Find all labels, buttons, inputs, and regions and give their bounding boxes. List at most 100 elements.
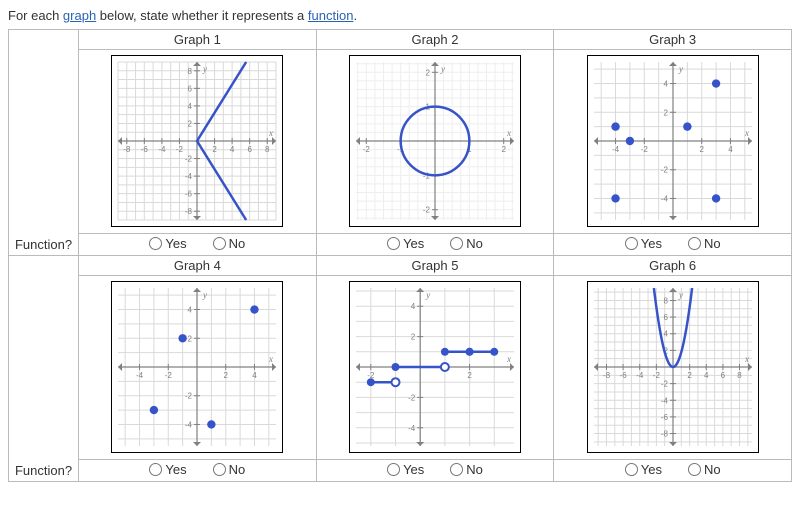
graph-5-no[interactable]: No (450, 462, 483, 477)
svg-text:4: 4 (253, 371, 258, 380)
row-label-1: Function? (9, 234, 79, 256)
svg-text:6: 6 (720, 371, 725, 380)
svg-text:y: y (678, 64, 683, 74)
svg-text:x: x (268, 128, 273, 138)
svg-text:4: 4 (188, 101, 193, 110)
svg-text:-6: -6 (141, 145, 149, 154)
graph-5: -22-4-224xy (349, 281, 521, 453)
svg-text:2: 2 (501, 145, 506, 154)
svg-text:-4: -4 (612, 145, 620, 154)
graph-3-answer: Yes No (625, 236, 721, 251)
yes-label: Yes (403, 236, 424, 251)
svg-text:2: 2 (224, 371, 229, 380)
svg-text:2: 2 (426, 68, 431, 77)
graph-1-no[interactable]: No (213, 236, 246, 251)
graph-1-yes[interactable]: Yes (149, 236, 186, 251)
svg-text:-2: -2 (185, 154, 193, 163)
svg-text:y: y (202, 290, 207, 300)
svg-text:x: x (506, 354, 511, 364)
svg-text:8: 8 (737, 371, 742, 380)
svg-text:-2: -2 (640, 145, 648, 154)
svg-text:-8: -8 (661, 429, 669, 438)
svg-text:y: y (678, 290, 683, 300)
svg-text:4: 4 (704, 371, 709, 380)
svg-text:-6: -6 (661, 412, 669, 421)
svg-text:6: 6 (248, 145, 253, 154)
yes-label: Yes (403, 462, 424, 477)
svg-text:-6: -6 (619, 371, 627, 380)
graph-3-title: Graph 3 (554, 30, 792, 50)
no-label: No (229, 462, 246, 477)
svg-text:-2: -2 (185, 391, 193, 400)
svg-text:-8: -8 (124, 145, 132, 154)
svg-text:-2: -2 (652, 371, 660, 380)
graph-5-answer: Yes No (387, 462, 483, 477)
yes-label: Yes (641, 462, 662, 477)
graph-4-yes[interactable]: Yes (149, 462, 186, 477)
svg-text:2: 2 (213, 145, 218, 154)
graph-3-yes[interactable]: Yes (625, 236, 662, 251)
prompt-mid: below, state whether it represents a (96, 8, 308, 23)
svg-text:y: y (440, 64, 445, 74)
svg-text:2: 2 (663, 108, 668, 117)
svg-text:4: 4 (411, 302, 416, 311)
svg-text:2: 2 (687, 371, 692, 380)
svg-text:y: y (425, 290, 430, 300)
no-label: No (466, 236, 483, 251)
graph-6: -8-6-4-22468-8-6-4-22468xy (587, 281, 759, 453)
svg-text:-4: -4 (136, 371, 144, 380)
svg-text:2: 2 (411, 332, 416, 341)
row-label-2: Function? (9, 460, 79, 482)
svg-text:4: 4 (663, 79, 668, 88)
graph-4: -4-224-4-224xy (111, 281, 283, 453)
graph-6-answer: Yes No (625, 462, 721, 477)
prompt-text: For each graph below, state whether it r… (8, 8, 792, 23)
graph-3: -4-224-4-224xy (587, 55, 759, 227)
svg-text:-6: -6 (185, 189, 193, 198)
graph-1: -8-6-4-22468-8-6-4-22468xy (111, 55, 283, 227)
graph-1-answer: Yes No (149, 236, 245, 251)
svg-text:-2: -2 (363, 145, 371, 154)
graphs-table: Graph 1 Graph 2 Graph 3 -8 -6 -4 -2 2 4 6 8 -8 -6… (8, 29, 792, 482)
graph-2-title: Graph 2 (316, 30, 554, 50)
graph-3-no[interactable]: No (688, 236, 721, 251)
svg-text:-4: -4 (408, 423, 416, 432)
svg-text:6: 6 (663, 313, 668, 322)
svg-text:-2: -2 (176, 145, 184, 154)
yes-label: Yes (165, 236, 186, 251)
graph-4-no[interactable]: No (213, 462, 246, 477)
no-label: No (704, 462, 721, 477)
svg-text:2: 2 (699, 145, 704, 154)
graph-2-yes[interactable]: Yes (387, 236, 424, 251)
svg-text:-4: -4 (185, 420, 193, 429)
svg-text:-2: -2 (423, 205, 431, 214)
graph-2: -2-112-2-112xy (349, 55, 521, 227)
svg-text:4: 4 (728, 145, 733, 154)
svg-text:y: y (202, 64, 207, 74)
graph-2-answer: Yes No (387, 236, 483, 251)
svg-text:-4: -4 (159, 145, 167, 154)
graph-5-yes[interactable]: Yes (387, 462, 424, 477)
svg-text:x: x (744, 354, 749, 364)
no-label: No (704, 236, 721, 251)
svg-text:6: 6 (188, 84, 193, 93)
svg-text:2: 2 (467, 371, 472, 380)
graph-1-title: Graph 1 (79, 30, 317, 50)
yes-label: Yes (641, 236, 662, 251)
no-label: No (466, 462, 483, 477)
svg-text:-8: -8 (603, 371, 611, 380)
link-graph[interactable]: graph (63, 8, 96, 23)
svg-text:4: 4 (188, 305, 193, 314)
prompt-prefix: For each (8, 8, 63, 23)
no-label: No (229, 236, 246, 251)
svg-text:2: 2 (188, 334, 193, 343)
graph-4-answer: Yes No (149, 462, 245, 477)
graph-6-no[interactable]: No (688, 462, 721, 477)
link-function[interactable]: function (308, 8, 354, 23)
graph-6-yes[interactable]: Yes (625, 462, 662, 477)
svg-text:2: 2 (188, 119, 193, 128)
svg-text:8: 8 (265, 145, 270, 154)
graph-2-no[interactable]: No (450, 236, 483, 251)
svg-text:-4: -4 (661, 194, 669, 203)
svg-text:-2: -2 (408, 393, 416, 402)
